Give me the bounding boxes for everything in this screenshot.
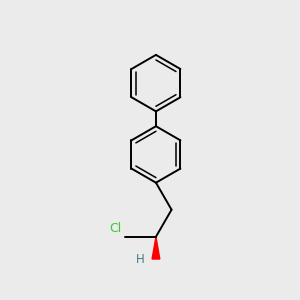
Text: H: H: [136, 253, 145, 266]
Text: Cl: Cl: [109, 222, 121, 235]
Polygon shape: [152, 237, 160, 259]
